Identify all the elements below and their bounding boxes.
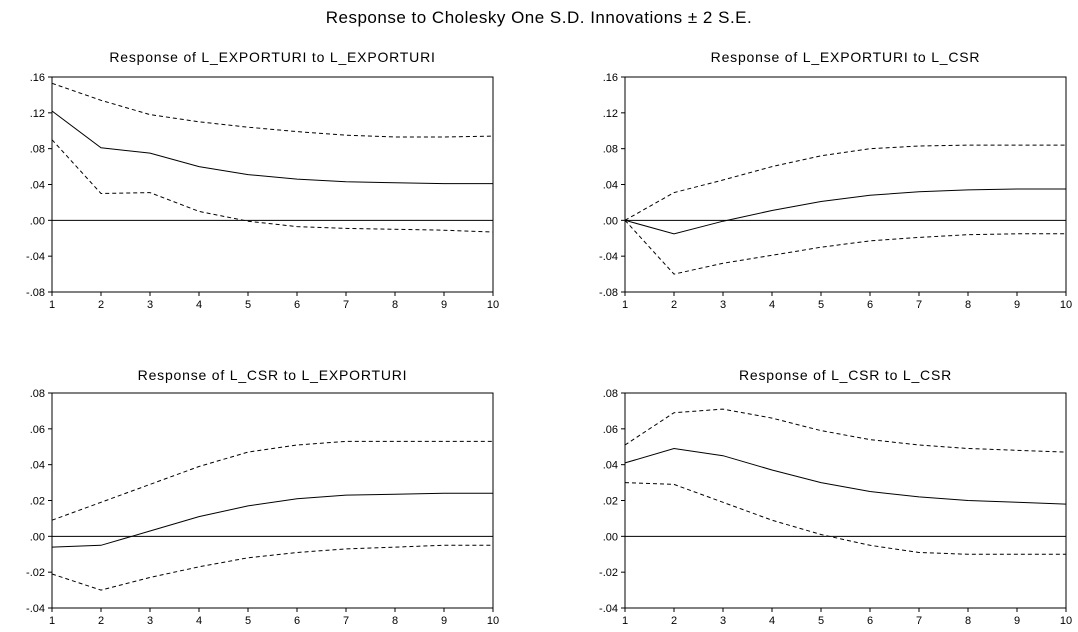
- x-tick-label: 2: [671, 299, 677, 311]
- y-tick-label: -.04: [599, 251, 618, 263]
- x-tick-label: 10: [487, 299, 499, 311]
- x-tick-label: 3: [720, 615, 726, 627]
- series-line-upper-band: [624, 408, 1067, 453]
- plot-frame: [51, 392, 494, 609]
- y-tick-label: .16: [603, 72, 618, 84]
- chart-panel-3: Response of L_CSR to L_EXPORTURI .08 .06 .0…: [26, 367, 499, 627]
- panel-title: Response of L_CSR to L_CSR: [739, 367, 952, 383]
- y-tick-label: .06: [30, 424, 45, 436]
- plot-frame: [624, 392, 1067, 609]
- x-tick-label: 8: [965, 299, 971, 311]
- x-tick-label: 3: [147, 615, 153, 627]
- x-tick-label: 4: [769, 299, 775, 311]
- y-tick-label: .08: [30, 144, 45, 156]
- y-tick-label: .06: [603, 424, 618, 436]
- x-tick-label: 5: [818, 615, 824, 627]
- x-tick-label: 9: [441, 615, 447, 627]
- series-line-response: [624, 447, 1067, 505]
- y-tick-label: -.08: [599, 287, 618, 299]
- series-line-lower-band: [624, 219, 1066, 275]
- x-tick-label: 5: [245, 615, 251, 627]
- y-tick-label: -.02: [26, 567, 45, 579]
- x-tick-label: 5: [818, 299, 824, 311]
- x-tick-label: 2: [98, 615, 104, 627]
- x-tick-label: 1: [622, 299, 628, 311]
- x-tick-label: 7: [916, 299, 922, 311]
- chart-panel-1: Response of L_EXPORTURI to L_EXPORTURI .1…: [26, 49, 499, 311]
- series-line-response: [624, 188, 1066, 235]
- plot-frame: [624, 76, 1067, 293]
- x-tick-label: 9: [1014, 615, 1020, 627]
- panel-title: Response of L_EXPORTURI to L_CSR: [711, 49, 981, 65]
- x-tick-label: 10: [1060, 299, 1072, 311]
- y-tick-label: .00: [30, 215, 45, 227]
- series-line-lower-band: [51, 139, 494, 233]
- y-tick-label: .04: [603, 460, 618, 472]
- x-tick-label: 9: [1014, 299, 1020, 311]
- y-tick-label: .04: [30, 460, 45, 472]
- y-tick-label: -.04: [26, 603, 45, 615]
- y-tick-label: -.02: [599, 567, 618, 579]
- x-tick-label: 1: [622, 615, 628, 627]
- x-tick-label: 1: [49, 615, 55, 627]
- plot-frame: [51, 76, 494, 293]
- y-tick-label: .00: [30, 531, 45, 543]
- x-tick-label: 1: [49, 299, 55, 311]
- x-tick-label: 6: [294, 299, 300, 311]
- x-tick-label: 8: [392, 299, 398, 311]
- chart-panel-4: Response of L_CSR to L_CSR .08 .06 .04 .02 .0…: [599, 367, 1072, 627]
- y-tick-label: .08: [30, 388, 45, 400]
- x-tick-label: 6: [294, 615, 300, 627]
- x-tick-label: 3: [720, 299, 726, 311]
- y-tick-label: -.08: [26, 287, 45, 299]
- series-line-upper-band: [624, 144, 1066, 221]
- y-tick-label: .08: [603, 144, 618, 156]
- y-tick-label: .04: [603, 180, 618, 192]
- x-tick-label: 6: [867, 615, 873, 627]
- y-tick-label: .12: [603, 108, 618, 120]
- figure-title: Response to Cholesky One S.D. Innovation…: [325, 8, 753, 27]
- series-line-upper-band: [51, 82, 494, 138]
- y-tick-label: .02: [603, 496, 618, 508]
- y-tick-label: .04: [30, 180, 45, 192]
- series-line-response: [51, 492, 493, 548]
- x-tick-label: 8: [392, 615, 398, 627]
- x-tick-label: 4: [196, 299, 202, 311]
- x-tick-label: 4: [196, 615, 202, 627]
- chart-panel-2: Response of L_EXPORTURI to L_CSR .16 .12 .0…: [599, 49, 1072, 311]
- x-tick-label: 3: [147, 299, 153, 311]
- y-tick-label: .02: [30, 496, 45, 508]
- panel-title: Response of L_CSR to L_EXPORTURI: [138, 367, 408, 383]
- x-tick-label: 8: [965, 615, 971, 627]
- y-tick-label: .08: [603, 388, 618, 400]
- panel-title: Response of L_EXPORTURI to L_EXPORTURI: [109, 49, 435, 65]
- x-tick-label: 10: [487, 615, 499, 627]
- x-tick-label: 6: [867, 299, 873, 311]
- series-line-response: [51, 110, 493, 185]
- x-tick-label: 9: [441, 299, 447, 311]
- y-tick-label: .12: [30, 108, 45, 120]
- series-line-lower-band: [51, 544, 493, 591]
- y-tick-label: .00: [603, 215, 618, 227]
- x-tick-label: 2: [98, 299, 104, 311]
- x-tick-label: 10: [1060, 615, 1072, 627]
- x-tick-label: 2: [671, 615, 677, 627]
- x-tick-label: 7: [343, 299, 349, 311]
- y-tick-label: -.04: [26, 251, 45, 263]
- y-tick-label: -.04: [599, 603, 618, 615]
- x-tick-label: 4: [769, 615, 775, 627]
- series-line-upper-band: [51, 440, 493, 521]
- y-tick-label: .00: [603, 531, 618, 543]
- y-tick-label: .16: [30, 72, 45, 84]
- x-tick-label: 7: [343, 615, 349, 627]
- x-tick-label: 5: [245, 299, 251, 311]
- series-line-lower-band: [624, 482, 1066, 555]
- x-tick-label: 7: [916, 615, 922, 627]
